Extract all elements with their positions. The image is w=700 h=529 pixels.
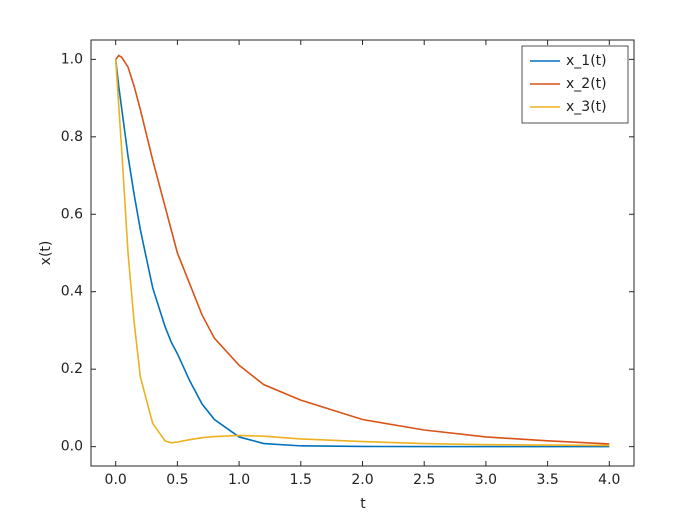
series-line: [115, 54, 610, 445]
x-tick-label: 3.0: [475, 472, 497, 488]
y-tick-label: 0.4: [61, 284, 83, 300]
series-line: [114, 59, 610, 448]
x-tick-label: 2.5: [413, 472, 435, 488]
x-axis-label: t: [360, 496, 366, 512]
legend-label: x_1(t): [566, 53, 607, 69]
series-line: [114, 59, 610, 447]
x-tick-label: 0.0: [105, 472, 127, 488]
y-tick-label: 0.0: [61, 439, 83, 455]
x-tick-label: 1.5: [290, 472, 312, 488]
x-tick-label: 1.0: [228, 472, 250, 488]
y-tick-label: 0.2: [61, 361, 83, 377]
y-axis-label: x(t): [38, 241, 54, 266]
x-tick-label: 0.5: [166, 472, 188, 488]
y-tick-label: 0.6: [61, 206, 83, 222]
legend-label: x_2(t): [566, 76, 607, 92]
x-tick-label: 2.0: [351, 472, 373, 488]
y-tick-label: 0.8: [61, 129, 83, 145]
x-tick-label: 3.5: [536, 472, 558, 488]
x-tick-label: 4.0: [598, 472, 620, 488]
y-tick-label: 1.0: [61, 51, 83, 67]
legend-label: x_3(t): [566, 99, 607, 115]
